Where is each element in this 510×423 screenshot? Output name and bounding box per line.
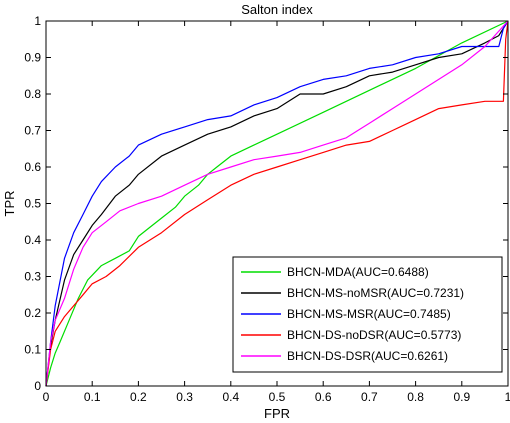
y-tick-label: 0.3 [24,270,41,284]
x-tick-label: 1 [505,390,510,404]
series-layer [45,20,509,387]
legend-label-2: BHCN-MS-noMSR(AUC=0.7231) [287,286,464,300]
legend-label-5: BHCN-DS-DSR(AUC=0.6261) [287,349,448,363]
chart-title: Salton index [241,2,313,17]
x-tick-label: 0.4 [222,390,239,404]
x-tick-label: 0.8 [407,390,424,404]
legend-label-1: BHCN-MDA(AUC=0.6488) [287,265,429,279]
series-line-2 [45,20,509,387]
y-tick-label: 1 [34,14,41,28]
x-tick-label: 0.2 [130,390,147,404]
x-axis-label: FPR [264,406,290,421]
y-tick-label: 0.2 [24,306,41,320]
x-tick-label: 0 [43,390,50,404]
series-line-4 [45,20,509,387]
series-line-1 [45,20,509,387]
x-tick-label: 0.7 [361,390,378,404]
x-tick-label: 0.1 [84,390,101,404]
y-tick-label: 0.8 [24,87,41,101]
series-line-3 [45,20,509,387]
x-tick-label: 0.9 [453,390,470,404]
y-tick-label: 0.5 [24,197,41,211]
x-tick-label: 0.6 [315,390,332,404]
series-line-5 [45,20,509,387]
y-tick-label: 0 [34,379,41,393]
plot-frame [45,20,509,387]
y-tick-label: 0.4 [24,233,41,247]
axis-ticks: 0 0.1 0.2 0.3 0.4 0.5 0.6 0.7 0.8 0.9 1 0 0.1 0.2 0.3 0… [24,14,510,404]
legend-label-4: BHCN-DS-noDSR(AUC=0.5773) [287,328,461,342]
x-tick-label: 0.5 [269,390,286,404]
legend-label-3: BHCN-MS-MSR(AUC=0.7485) [287,307,451,321]
y-axis-label: TPR [2,191,17,217]
x-tick-label: 0.3 [176,390,193,404]
y-tick-label: 0.6 [24,160,41,174]
y-tick-label: 0.9 [24,51,41,65]
legend: BHCN-MDA(AUC=0.6488) BHCN-MS-noMSR(AUC=0.… [232,256,503,373]
y-tick-label: 0.1 [24,343,41,357]
y-tick-label: 0.7 [24,124,41,138]
